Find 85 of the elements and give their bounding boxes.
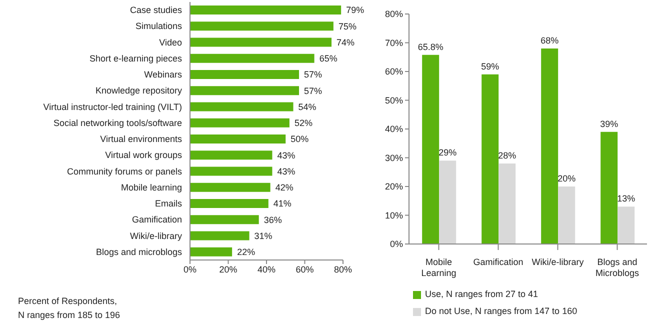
data-label: 22% (237, 247, 256, 258)
x-tick-label: 40% (257, 264, 276, 274)
text: Percent of Respondents, N ranges from 185 to 196 (18, 295, 122, 322)
y-tick-label: 50% (384, 95, 403, 106)
y-tick-label: Gamification (132, 214, 182, 225)
y-tick-label: Mobile learning (120, 182, 182, 192)
data-label: 43% (277, 150, 296, 160)
data-label: 59% (481, 61, 500, 72)
data-label: 57% (304, 70, 322, 80)
bar (190, 118, 290, 128)
data-label: 68% (540, 36, 559, 46)
bar (190, 166, 272, 176)
y-tick-label: Virtual work groups (105, 150, 182, 160)
y-tick-label: Social networking tools/software (53, 118, 182, 128)
data-label: 13% (617, 194, 636, 204)
y-tick-label: 20% (384, 182, 403, 192)
y-tick-label: 40% (384, 124, 403, 134)
bar (190, 231, 250, 240)
bar (190, 102, 294, 112)
bar (541, 48, 558, 244)
data-label: 54% (298, 102, 316, 112)
bar (190, 38, 332, 47)
bar (190, 247, 232, 256)
data-label: 20% (558, 174, 576, 184)
y-tick-label: 10% (384, 210, 403, 220)
y-tick-label: Knowledge repository (95, 86, 182, 96)
y-tick-label: 30% (384, 152, 403, 163)
legend-label: Use, N ranges from 27 to 41 (425, 288, 538, 301)
bar (190, 70, 300, 80)
bar (422, 54, 440, 244)
bar (618, 206, 635, 244)
bar (600, 132, 618, 244)
y-tick-label: Simulations (135, 21, 182, 32)
data-label: 74% (336, 37, 355, 48)
data-label: 29% (438, 148, 457, 158)
bar (190, 215, 259, 224)
data-label: 65% (319, 54, 338, 64)
data-label: 36% (264, 214, 282, 225)
y-tick-label: 70% (384, 38, 403, 48)
bar (558, 186, 576, 244)
bar (190, 199, 268, 208)
y-tick-label: Emails (154, 198, 182, 209)
bar (190, 134, 286, 144)
x-tick-label: 60% (296, 264, 314, 274)
x-tick-label: Wiki/e-library (532, 257, 584, 267)
y-tick-label: 0% (390, 239, 403, 250)
x-tick-label: Blogs and Microblogs (595, 257, 640, 278)
data-label: 41% (273, 198, 292, 209)
data-label: 79% (346, 5, 364, 16)
bar (190, 22, 334, 31)
bar (190, 6, 342, 15)
x-tick-label: Mobile Learning (421, 257, 456, 278)
x-tick-label: 0% (183, 264, 197, 274)
y-tick-label: Short e-learning pieces (89, 53, 182, 64)
y-tick-label: 60% (384, 66, 403, 77)
y-tick-label: Virtual environments (100, 134, 182, 144)
y-tick-label: Virtual instructor-led training (VILT) (43, 102, 182, 112)
bar (190, 150, 272, 160)
bar (439, 160, 456, 244)
x-tick-label: 80% (334, 264, 352, 274)
x-tick-label: Gamification (473, 257, 524, 267)
data-label: 65.8% (418, 42, 444, 52)
legend-label: Do not Use, N ranges from 147 to 160 (425, 305, 578, 318)
data-label: 31% (254, 230, 272, 241)
data-label: 28% (498, 150, 516, 160)
y-tick-label: Case studies (130, 5, 182, 16)
x-tick-label: 20% (219, 264, 238, 274)
y-tick-label: 80% (384, 9, 403, 20)
data-label: 75% (338, 21, 356, 32)
bar (190, 182, 270, 192)
bar (498, 164, 516, 244)
bar (482, 74, 499, 244)
data-label: 50% (290, 134, 309, 144)
data-label: 39% (600, 118, 618, 129)
y-tick-label: Blogs and microblogs (96, 246, 182, 257)
bar (190, 86, 300, 96)
data-label: 57% (304, 86, 322, 96)
y-tick-label: Wiki/e-library (130, 230, 182, 241)
y-tick-label: Video (159, 37, 182, 48)
bar (190, 54, 314, 63)
data-label: 42% (275, 182, 294, 193)
data-label: 52% (294, 118, 312, 128)
data-label: 43% (277, 166, 296, 176)
y-tick-label: Webinars (144, 70, 182, 80)
y-tick-label: Community forums or panels (66, 166, 182, 176)
